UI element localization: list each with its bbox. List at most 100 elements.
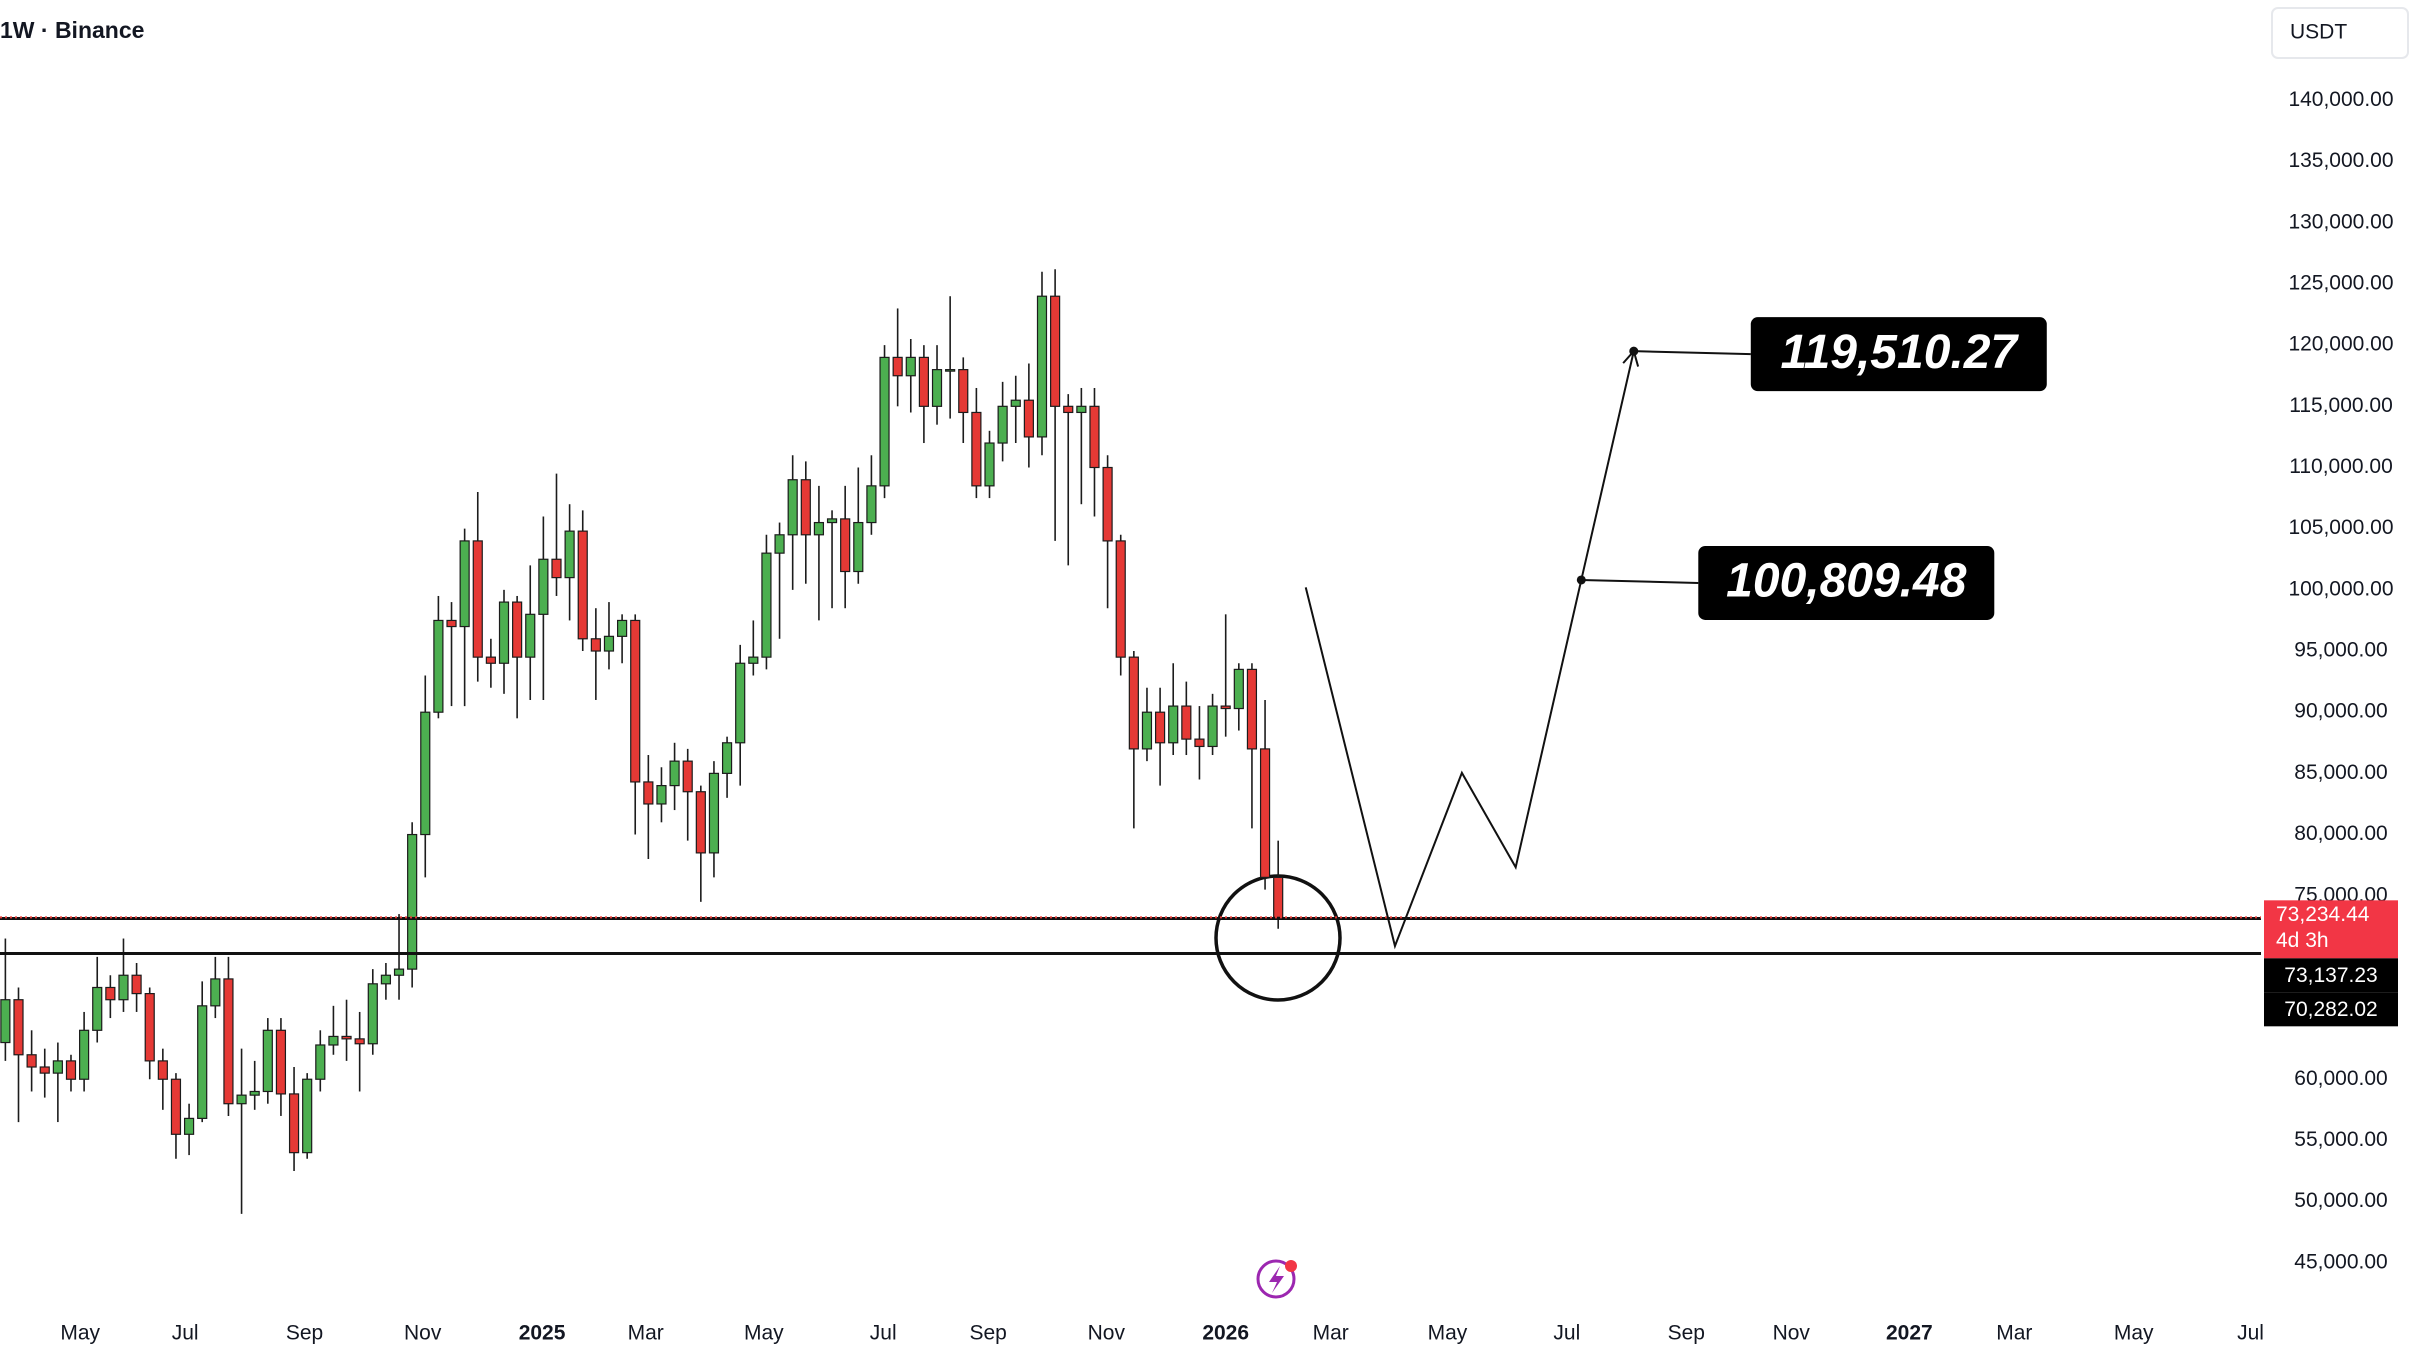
callout-label: 119,510.27 (1780, 326, 2019, 379)
candle-body (1154, 711, 1166, 744)
candle-body (958, 369, 969, 414)
x-tick-label: May (1428, 1322, 1468, 1345)
candle-body (341, 1035, 352, 1040)
alert-icon[interactable] (1256, 1259, 1297, 1299)
candle-body (616, 619, 628, 637)
y-tick-label: 100,000.00 (2288, 577, 2393, 600)
countdown-label: 4d 3h (2276, 929, 2329, 952)
x-tick-label: Sep (286, 1322, 323, 1345)
x-tick-label: Nov (1773, 1322, 1811, 1345)
candle-body (144, 992, 155, 1062)
candle-body (118, 974, 129, 1001)
candle-body (840, 518, 851, 573)
candle-body (1089, 405, 1100, 469)
candle-body (65, 1060, 77, 1080)
candle-body (538, 558, 549, 615)
candle-body (1128, 656, 1139, 750)
icon-bolt (1269, 1266, 1284, 1293)
candle-body (302, 1078, 313, 1154)
level-label: 70,282.02 (2284, 998, 2377, 1021)
candle-body (551, 558, 562, 579)
candle-body (564, 530, 575, 579)
candle-body (853, 521, 864, 573)
candle-body (813, 521, 825, 536)
candle-body (380, 974, 392, 985)
x-tick-label: Mar (628, 1322, 664, 1345)
currency-label[interactable]: USDT (2290, 21, 2347, 44)
candle-body (249, 1090, 260, 1096)
candle-body (682, 760, 693, 793)
candle-body (577, 530, 588, 640)
candle-body (459, 540, 470, 628)
y-tick-label: 85,000.00 (2294, 761, 2387, 784)
candle-body (275, 1029, 287, 1095)
level-tag (2264, 958, 2398, 993)
candle-body (262, 1029, 273, 1093)
candle-body (79, 1029, 90, 1080)
x-tick-label: May (60, 1322, 100, 1345)
candle-body (643, 781, 654, 805)
candle-body (826, 518, 838, 524)
candle-body (183, 1117, 195, 1135)
candle-body (787, 479, 798, 536)
y-tick-label: 105,000.00 (2288, 516, 2393, 539)
callout-box (1750, 317, 2047, 392)
x-tick-label: Nov (404, 1322, 442, 1345)
candle-body (170, 1078, 182, 1135)
candle-body (931, 369, 943, 407)
candle-body (223, 978, 234, 1105)
candle-body (1220, 705, 1231, 710)
candle-body (210, 978, 221, 1007)
candle-body (866, 485, 877, 524)
candle-body (1115, 540, 1126, 658)
x-tick-label: Sep (1668, 1322, 1705, 1345)
x-tick-label: Jul (870, 1322, 897, 1345)
candle-body (997, 405, 1008, 444)
candle-body (1181, 705, 1192, 740)
candle-body (1194, 738, 1205, 748)
x-tick-label: 2025 (519, 1322, 566, 1345)
x-tick-label: Jul (1553, 1322, 1580, 1345)
y-tick-label: 50,000.00 (2294, 1189, 2387, 1212)
candle-body (52, 1060, 63, 1074)
candle-body (721, 742, 733, 774)
y-tick-label: 140,000.00 (2288, 88, 2393, 111)
candle-body (367, 983, 378, 1045)
candle-body (656, 785, 667, 805)
candle-body (774, 534, 785, 554)
candle-body (157, 1060, 168, 1080)
y-tick-label: 80,000.00 (2294, 822, 2387, 845)
candle-body (1168, 705, 1179, 744)
candle-body (748, 656, 759, 664)
candle-body (984, 442, 995, 487)
projection-line (1304, 350, 1635, 950)
candle-body (1102, 466, 1113, 542)
candle-body (1023, 399, 1034, 438)
y-tick-label: 135,000.00 (2288, 149, 2393, 172)
candle-body (407, 833, 418, 970)
callout-box (1698, 545, 1995, 620)
y-tick-label: 120,000.00 (2288, 333, 2393, 356)
y-tick-label: 130,000.00 (2288, 210, 2393, 233)
x-tick-label: Nov (1088, 1322, 1126, 1345)
y-tick-label: 45,000.00 (2294, 1250, 2387, 1273)
candle-body (288, 1093, 300, 1154)
y-tick-label: 55,000.00 (2294, 1128, 2387, 1151)
candle-body (485, 656, 496, 664)
candle-body (0, 999, 11, 1044)
candle-body (603, 635, 615, 652)
x-tick-label: Jul (172, 1322, 199, 1345)
last-price-tag (2264, 900, 2398, 959)
y-tick-label: 60,000.00 (2294, 1067, 2387, 1090)
y-tick-label: 110,000.00 (2289, 455, 2393, 478)
candle-body (1233, 668, 1244, 710)
candle-body (918, 356, 929, 407)
x-tick-label: Sep (970, 1322, 1007, 1345)
candle-body (1010, 399, 1021, 407)
icon-dot (1285, 1260, 1297, 1272)
candle-body (525, 613, 536, 658)
candle-body (498, 601, 510, 664)
candle-body (1246, 668, 1258, 750)
currency-button[interactable] (2271, 7, 2409, 59)
